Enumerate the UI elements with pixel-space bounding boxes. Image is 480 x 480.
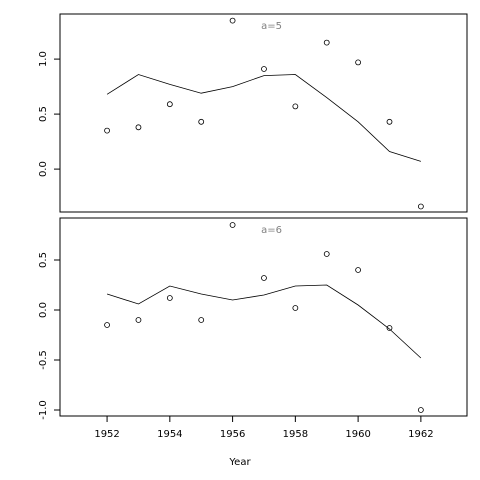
x-tick-label: 1952: [94, 429, 119, 440]
y-tick-label: 0.0: [38, 161, 49, 177]
point: [417, 203, 424, 210]
x-tick-label: 1954: [157, 429, 182, 440]
x-tick-label: 1962: [408, 429, 433, 440]
panel-title: a=6: [261, 225, 282, 236]
point: [166, 295, 173, 301]
y-tick-label: 1.0: [38, 51, 49, 67]
line: [106, 284, 422, 359]
point: [229, 222, 236, 228]
point: [135, 317, 142, 323]
panel-title: a=5: [261, 21, 282, 32]
point: [355, 59, 362, 66]
y-tick-label: 0.5: [38, 106, 49, 122]
point: [104, 127, 110, 134]
point: [386, 325, 393, 331]
panel-frame: [59, 217, 468, 417]
x-tick-label: 1958: [283, 429, 308, 440]
point: [417, 407, 424, 413]
y-tick-label: 0.5: [38, 252, 49, 268]
point: [386, 118, 393, 125]
point: [198, 118, 205, 125]
point: [166, 101, 173, 108]
point: [292, 103, 299, 110]
y-tick-label: 0.0: [38, 302, 49, 318]
point: [261, 66, 267, 72]
point: [292, 305, 299, 311]
x-tick-label: 1956: [220, 429, 245, 440]
point: [229, 17, 236, 24]
point: [323, 251, 330, 257]
point: [323, 39, 330, 46]
x-tick-label: 1960: [345, 429, 370, 440]
point: [355, 267, 362, 273]
panel-frame: [59, 13, 468, 213]
point: [261, 275, 267, 281]
line: [106, 74, 421, 162]
point: [135, 124, 142, 131]
point: [104, 322, 110, 328]
x-axis-label: Year: [228, 457, 251, 468]
point: [198, 317, 205, 323]
y-tick-label: -1.0: [38, 400, 49, 420]
y-tick-label: -0.5: [38, 350, 49, 370]
